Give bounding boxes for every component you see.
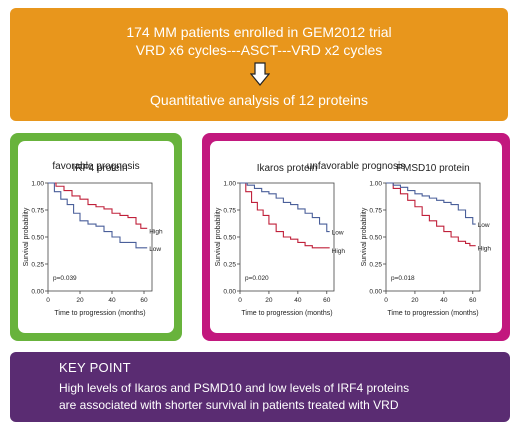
key-point-line-1: High levels of Ikaros and PSMD10 and low… (59, 381, 410, 395)
y-tick-label: 0.50 (223, 235, 236, 242)
chart-title: IRF4 protein (72, 163, 127, 174)
y-tick-label: 0.25 (369, 262, 382, 269)
irf4-km-chart: IRF4 protein 0.00 0.25 0.50 0.75 1.00 0 20 40 60 T… (23, 163, 163, 317)
key-point-title: KEY POINT (59, 360, 131, 375)
x-tick-label: 60 (323, 297, 331, 304)
y-tick-label: 1.00 (369, 181, 382, 188)
x-tick-label: 20 (265, 297, 273, 304)
y-tick-label: 0.25 (223, 262, 236, 269)
km-curve-high (240, 182, 330, 249)
x-tick-label: 60 (469, 297, 477, 304)
unfavorable-panel: unfavorable prognosis Ikaros protein 0.00… (210, 141, 502, 333)
p-value: p=0.020 (245, 275, 269, 282)
km-curve-high (48, 182, 148, 229)
x-tick-label: 0 (238, 297, 242, 304)
favorable-prognosis-box: favorable prognosis IRF4 protein 0.00 0.25… (10, 133, 182, 341)
chart-title: PMSD10 protein (396, 163, 469, 174)
y-tick-label: 0.75 (223, 208, 236, 215)
unfavorable-prognosis-box: unfavorable prognosis Ikaros protein 0.00… (202, 133, 510, 341)
y-tick-label: 1.00 (31, 181, 44, 188)
key-point-line-2: are associated with shorter survival in … (59, 398, 399, 412)
y-axis-label: Survival probability (215, 207, 222, 266)
y-tick-label: 0.00 (369, 289, 382, 296)
ikaros-km-chart: Ikaros protein 0.00 0.25 0.50 0.75 1.00 0 20 40 6… (215, 163, 346, 317)
x-tick-label: 40 (294, 297, 302, 304)
favorable-title: favorable prognosis (52, 161, 140, 172)
y-tick-label: 0.75 (31, 208, 44, 215)
y-tick-label: 0.00 (31, 289, 44, 296)
study-design-box: 174 MM patients enrolled in GEM2012 tria… (10, 8, 508, 121)
x-tick-label: 20 (76, 297, 84, 304)
x-tick-label: 40 (440, 297, 448, 304)
x-tick-label: 0 (384, 297, 388, 304)
y-tick-label: 1.00 (223, 181, 236, 188)
y-tick-label: 0.00 (223, 289, 236, 296)
series-label-low: Low (149, 246, 161, 253)
y-tick-label: 0.75 (369, 208, 382, 215)
series-label-low: Low (478, 222, 490, 229)
series-label-high: High (478, 246, 492, 253)
x-tick-label: 20 (411, 297, 419, 304)
x-axis-label: Time to progression (months) (54, 310, 145, 317)
km-curve-high (386, 182, 476, 247)
y-tick-label: 0.25 (31, 262, 44, 269)
km-curve-low (48, 182, 148, 249)
km-curve-low (386, 182, 476, 225)
key-point-box: KEY POINT High levels of Ikaros and PSMD… (10, 352, 510, 422)
y-axis-label: Survival probability (361, 207, 368, 266)
series-label-high: High (149, 228, 163, 235)
x-axis-label: Time to progression (months) (387, 310, 478, 317)
x-tick-label: 40 (108, 297, 116, 304)
favorable-panel: favorable prognosis IRF4 protein 0.00 0.25… (18, 141, 174, 333)
pmsd10-km-chart: PMSD10 protein 0.00 0.25 0.50 0.75 1.00 0 20 40 6… (361, 163, 492, 317)
y-tick-label: 0.50 (31, 235, 44, 242)
study-population-text: 174 MM patients enrolled in GEM2012 tria… (126, 24, 392, 40)
y-axis-label: Survival probability (23, 207, 30, 266)
series-label-low: Low (332, 230, 344, 237)
y-tick-label: 0.50 (369, 235, 382, 242)
series-label-high: High (332, 248, 346, 255)
km-curve-low (240, 182, 330, 233)
x-axis-label: Time to progression (months) (241, 310, 332, 317)
p-value: p=0.018 (391, 275, 415, 282)
unfavorable-title: unfavorable prognosis (306, 161, 406, 172)
x-tick-label: 0 (46, 297, 50, 304)
treatment-schedule-text: VRD x6 cycles---ASCT---VRD x2 cycles (135, 42, 383, 58)
p-value: p=0.039 (53, 275, 77, 282)
analysis-text: Quantitative analysis of 12 proteins (150, 92, 368, 108)
x-tick-label: 60 (140, 297, 148, 304)
down-arrow-icon (250, 62, 270, 86)
chart-title: Ikaros protein (257, 163, 318, 174)
